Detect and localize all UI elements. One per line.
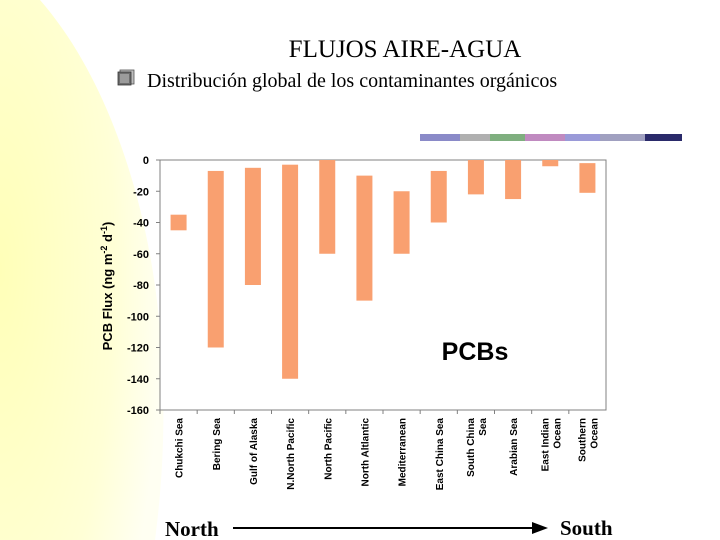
bar-1 <box>207 170 224 348</box>
x-category-label: Bering Sea <box>212 418 223 471</box>
y-tick-label: -100 <box>127 311 149 323</box>
bar-0 <box>170 214 187 231</box>
x-category-label: Mediterranean <box>398 418 409 486</box>
decorative-color-strip <box>420 134 682 141</box>
bar-8 <box>467 160 484 195</box>
direction-arrow-head <box>532 522 548 534</box>
x-category-label: Gulf of Alaska <box>249 418 260 485</box>
bullet-square-icon <box>117 69 135 86</box>
x-category-label: Arabian Sea <box>509 418 520 476</box>
x-category-label: North Pacific <box>323 418 334 480</box>
x-category-label: South China <box>466 418 477 477</box>
x-category-label: North Altlantic <box>360 418 371 487</box>
chart-annotation: PCBs <box>442 338 509 366</box>
direction-end-label: South <box>560 516 613 540</box>
bar-3 <box>282 164 299 379</box>
bar-series <box>170 160 596 379</box>
y-axis-title: PCB Flux (ng m-2 d-1) <box>99 222 115 351</box>
x-category-label: East China Sea <box>435 418 446 491</box>
bar-6 <box>393 191 410 254</box>
bar-4 <box>319 160 336 254</box>
x-category-label: East Indian <box>540 418 551 471</box>
y-tick-label: -120 <box>127 343 149 355</box>
y-tick-label: -80 <box>133 280 149 292</box>
y-tick-label: -60 <box>133 249 149 261</box>
y-tick-label: 0 <box>143 155 149 167</box>
direction-start-label: North <box>165 517 219 540</box>
x-category-label: Sea <box>478 418 489 436</box>
y-tick-label: -40 <box>133 218 149 230</box>
plot-area <box>159 159 607 411</box>
slide-title: FLUJOS AIRE-AGUA <box>288 36 522 63</box>
bar-7 <box>430 170 447 223</box>
x-axis-labels: Chukchi Sea Bering Sea Gulf of Alaska N.Nor… <box>159 410 600 491</box>
y-tick-label: -140 <box>127 374 149 386</box>
slide-subtitle: Distribución global de los contaminantes… <box>147 70 558 92</box>
y-tick-label: -160 <box>127 405 149 417</box>
bar-10 <box>542 160 559 167</box>
x-category-label: Chukchi Sea <box>175 418 186 478</box>
bar-11 <box>579 163 596 193</box>
y-tick-label: -20 <box>133 186 149 198</box>
x-category-label: Ocean <box>552 418 563 449</box>
bar-2 <box>244 167 261 285</box>
x-category-label: Southern <box>577 418 588 462</box>
x-category-label: Ocean <box>589 418 600 449</box>
bar-5 <box>356 175 373 301</box>
bar-9 <box>505 160 522 200</box>
x-category-label: N.North Pacific <box>286 418 297 490</box>
y-axis: 0 -20 -40 -60 -80 -100 -120 -140 -160 <box>127 155 160 417</box>
